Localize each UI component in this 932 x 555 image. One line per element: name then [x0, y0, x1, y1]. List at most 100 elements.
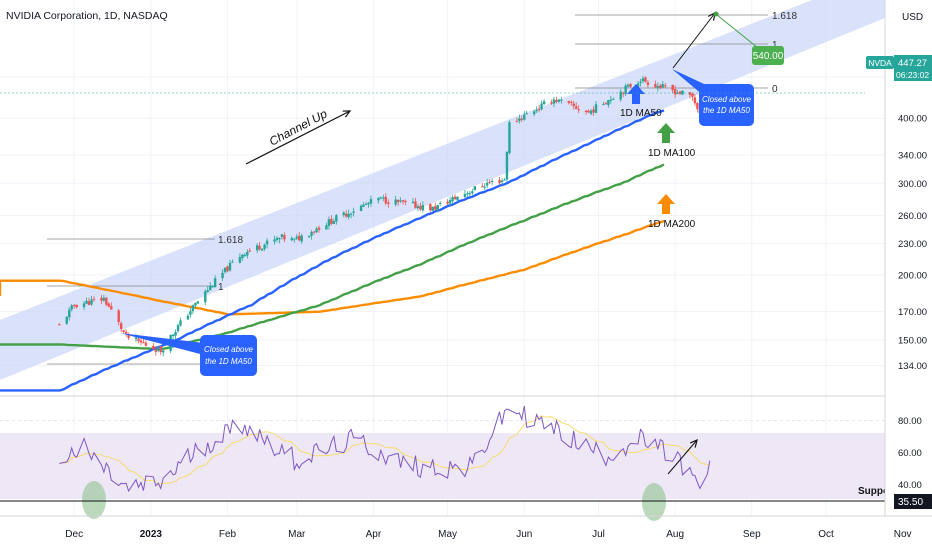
candle	[255, 243, 259, 254]
candle	[453, 194, 457, 200]
candle	[639, 78, 642, 87]
fibonacci-levels: 1.618 1 0 1.618 1 0	[47, 11, 797, 371]
candle	[171, 333, 175, 340]
time-label: Oct	[818, 529, 834, 540]
candle	[659, 83, 662, 90]
ma100-arrow-icon	[657, 123, 675, 143]
candle	[384, 193, 387, 206]
candle	[142, 338, 145, 344]
candle	[540, 100, 543, 111]
time-label: Aug	[666, 529, 684, 540]
candle	[258, 241, 261, 251]
callout-bottom-pointer	[120, 333, 204, 355]
candle	[508, 120, 511, 155]
target-point	[713, 11, 719, 17]
candle	[500, 178, 504, 186]
candle	[310, 230, 313, 240]
channel-up-label: Channel Up	[267, 106, 330, 148]
support-tag: 35.50	[894, 494, 932, 509]
time-label: Nov	[894, 529, 912, 540]
target-badge-box	[752, 46, 784, 65]
time-label: Jul	[592, 529, 605, 540]
candle	[575, 102, 578, 110]
candle	[416, 204, 420, 212]
candle	[644, 76, 647, 83]
candle	[265, 238, 269, 249]
candle	[213, 275, 217, 288]
candle	[446, 199, 449, 206]
candle	[278, 237, 281, 244]
rsi-low-ellipse-2	[642, 483, 666, 521]
candle	[228, 259, 232, 272]
candle	[434, 202, 437, 211]
price-tick-label: 300.00	[898, 179, 927, 190]
candle	[238, 253, 242, 264]
channel-up-arrow	[245, 111, 350, 165]
candle	[505, 151, 509, 183]
candle	[661, 81, 664, 88]
candle	[429, 203, 432, 212]
candle	[82, 300, 86, 310]
candle	[246, 249, 249, 259]
rsi-band	[0, 433, 885, 499]
candle	[515, 117, 519, 123]
candle	[664, 83, 667, 88]
candle	[330, 215, 333, 226]
price-tick-label: 340.00	[898, 150, 927, 161]
candle	[587, 109, 590, 113]
candle	[72, 304, 76, 309]
candle	[248, 248, 251, 253]
candle	[448, 196, 452, 206]
support-tag-value: 35.50	[898, 497, 923, 508]
candle	[307, 235, 311, 239]
callout-bottom-line1: Closed above	[204, 345, 253, 354]
candle	[154, 346, 157, 356]
callout-bottom-box	[200, 335, 257, 376]
time-label: Feb	[219, 529, 237, 540]
candle	[421, 201, 425, 213]
candle	[362, 202, 365, 208]
time-label: Apr	[366, 529, 382, 540]
rsi-axis-ticks: 80.00 60.00 40.00	[898, 416, 922, 491]
candle	[691, 92, 694, 101]
candle	[456, 196, 459, 203]
candle	[127, 332, 130, 340]
time-label: Dec	[65, 529, 83, 540]
candle	[609, 95, 613, 105]
candle	[144, 340, 148, 347]
candle	[542, 98, 546, 106]
projection-arrow-up	[672, 13, 715, 69]
candle	[498, 176, 501, 186]
symbol-tag-box	[866, 56, 894, 69]
candle	[570, 100, 573, 106]
price-tag-value: 447.27	[898, 58, 927, 69]
ma-markers: 1D MA50 1D MA100 1D MA200	[620, 84, 696, 230]
candle	[325, 222, 328, 230]
candle	[211, 285, 214, 288]
candle	[399, 197, 402, 204]
candle	[567, 100, 570, 105]
candle	[223, 267, 227, 274]
candle	[206, 286, 209, 293]
candle	[312, 231, 316, 235]
candle	[194, 302, 197, 309]
candle	[532, 109, 536, 117]
candle	[189, 307, 192, 318]
candle	[139, 338, 143, 346]
candle	[124, 329, 128, 337]
candle	[488, 179, 491, 184]
candle	[604, 101, 608, 105]
currency-label[interactable]: USD	[902, 12, 923, 23]
candle	[463, 189, 467, 198]
candle	[204, 289, 207, 306]
candle	[572, 100, 575, 110]
candle	[537, 104, 541, 113]
time-label: Mar	[288, 529, 306, 540]
ma50-arrow-icon	[627, 84, 645, 104]
candle	[466, 191, 469, 197]
rsi-projection-arrow	[667, 440, 697, 475]
ma100-label: 1D MA100	[648, 148, 696, 159]
candle	[612, 97, 615, 100]
